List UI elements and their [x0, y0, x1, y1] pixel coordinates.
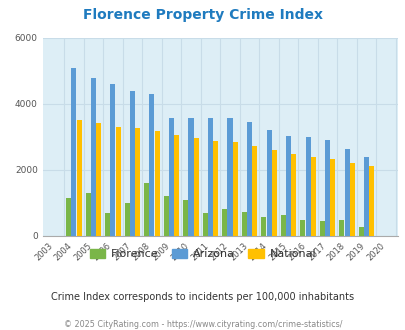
- Bar: [369, 166, 373, 236]
- Bar: [130, 91, 134, 236]
- Bar: [363, 157, 368, 236]
- Bar: [71, 68, 76, 236]
- Bar: [193, 138, 198, 236]
- Bar: [77, 120, 81, 236]
- Bar: [96, 123, 101, 236]
- Bar: [149, 94, 154, 236]
- Bar: [115, 127, 120, 236]
- Bar: [252, 146, 257, 236]
- Bar: [227, 118, 232, 236]
- Text: Florence Property Crime Index: Florence Property Crime Index: [83, 8, 322, 22]
- Bar: [286, 136, 290, 236]
- Bar: [85, 193, 90, 236]
- Bar: [358, 227, 363, 236]
- Bar: [91, 78, 96, 236]
- Bar: [207, 118, 213, 236]
- Bar: [241, 212, 246, 236]
- Bar: [174, 135, 179, 236]
- Bar: [271, 150, 276, 236]
- Bar: [305, 137, 310, 236]
- Bar: [266, 130, 271, 236]
- Bar: [168, 118, 174, 236]
- Bar: [319, 221, 324, 236]
- Bar: [66, 198, 71, 236]
- Bar: [300, 220, 305, 236]
- Bar: [310, 157, 315, 236]
- Legend: Florence, Arizona, National: Florence, Arizona, National: [85, 244, 320, 263]
- Bar: [213, 141, 218, 236]
- Bar: [183, 200, 188, 236]
- Bar: [110, 84, 115, 236]
- Bar: [135, 128, 140, 236]
- Bar: [246, 122, 252, 236]
- Bar: [260, 217, 266, 236]
- Bar: [324, 140, 329, 236]
- Bar: [330, 159, 335, 236]
- Bar: [188, 118, 193, 236]
- Bar: [280, 215, 285, 236]
- Bar: [349, 163, 354, 236]
- Bar: [290, 154, 296, 236]
- Bar: [232, 142, 237, 236]
- Text: © 2025 CityRating.com - https://www.cityrating.com/crime-statistics/: © 2025 CityRating.com - https://www.city…: [64, 320, 341, 329]
- Bar: [344, 148, 349, 236]
- Bar: [163, 196, 168, 236]
- Bar: [154, 131, 159, 236]
- Bar: [144, 183, 149, 236]
- Text: Crime Index corresponds to incidents per 100,000 inhabitants: Crime Index corresponds to incidents per…: [51, 292, 354, 302]
- Bar: [202, 213, 207, 236]
- Bar: [124, 203, 129, 236]
- Bar: [339, 220, 343, 236]
- Bar: [222, 209, 227, 236]
- Bar: [105, 213, 110, 236]
